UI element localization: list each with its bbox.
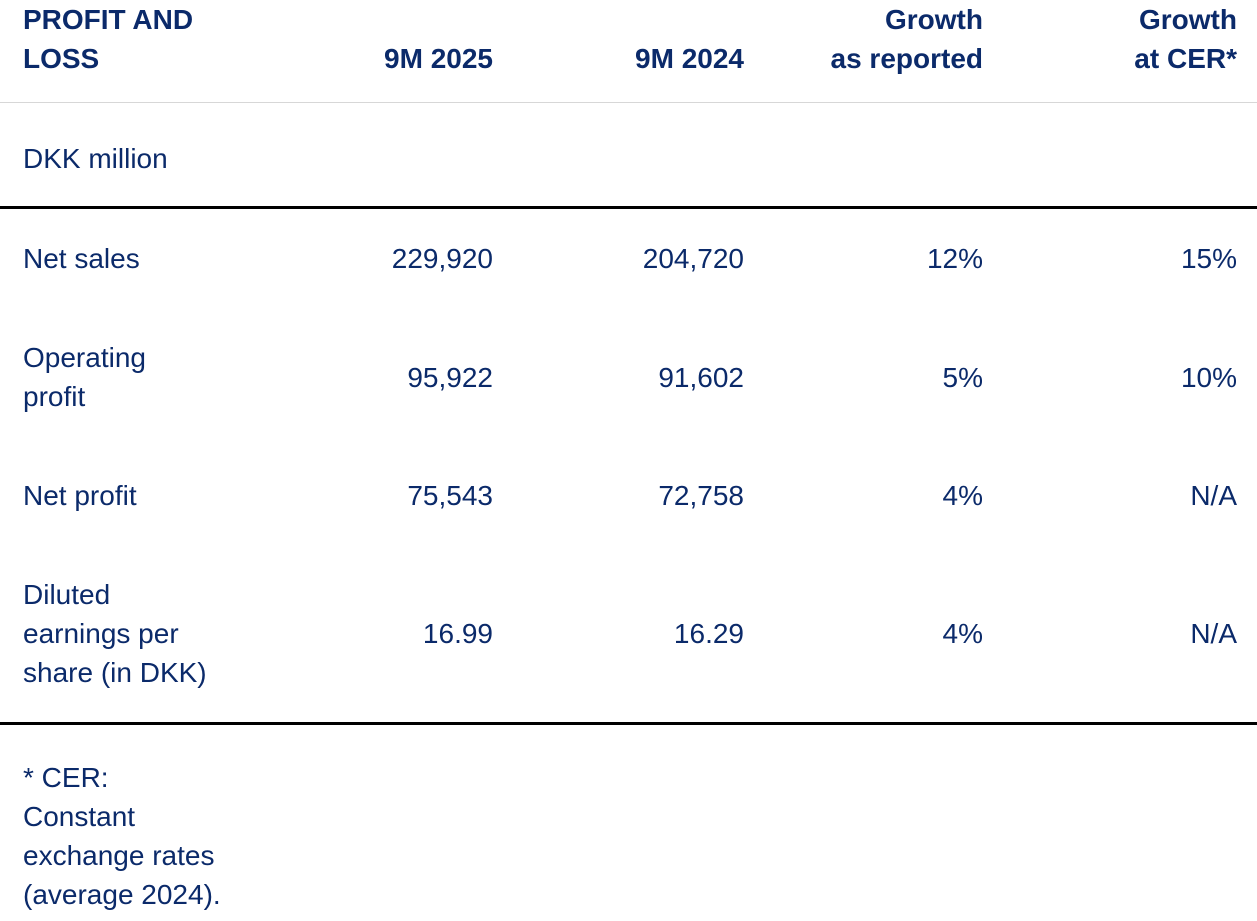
value-growth-at-cer: 15% [1180, 243, 1237, 274]
column-header-9m-2025: 9M 2025 [343, 0, 493, 103]
value-9m-2025: 95,922 [407, 361, 493, 393]
table-title: PROFIT AND LOSS [0, 0, 343, 103]
table-row-diluted-eps: Diluted earnings per share (in DKK) 16.9… [0, 545, 1257, 725]
column-header-growth-as-reported: Growth as reported [744, 0, 983, 103]
value-growth-at-cer: 10% [1180, 361, 1237, 393]
table-row-net-profit: Net profit 75,543 72,758 4% N/A [0, 446, 1257, 545]
value-9m-2024: 91,602 [658, 361, 744, 393]
value-9m-2025: 75,543 [407, 480, 493, 511]
value-9m-2024: 204,720 [642, 243, 744, 274]
row-label: Net profit [23, 480, 137, 511]
row-label: Operating profit [23, 342, 146, 412]
value-growth-as-reported: 4% [942, 480, 983, 511]
table-header-row: PROFIT AND LOSS 9M 2025 9M 2024 Growth a… [0, 0, 1257, 103]
unit-label: DKK million [0, 102, 1257, 209]
column-header-9m-2024: 9M 2024 [493, 0, 744, 103]
value-growth-as-reported: 4% [744, 545, 983, 725]
value-growth-as-reported: 12% [926, 243, 983, 274]
value-growth-at-cer: N/A [983, 545, 1257, 725]
value-9m-2025: 16.99 [343, 545, 493, 725]
table-row-operating-profit: Operating profit 95,922 91,602 5% 10% [0, 308, 1257, 446]
profit-and-loss-table: PROFIT AND LOSS 9M 2025 9M 2024 Growth a… [0, 0, 1257, 725]
value-9m-2024: 16.29 [493, 545, 744, 725]
value-9m-2024: 72,758 [658, 480, 744, 511]
cer-footnote: * CER: Constant exchange rates (average … [23, 762, 221, 910]
table-row-net-sales: Net sales 229,920 204,720 12% 15% [0, 208, 1257, 309]
column-header-growth-at-cer: Growth at CER* [983, 0, 1257, 103]
row-label: Net sales [23, 243, 140, 274]
value-9m-2025: 229,920 [391, 243, 493, 274]
value-growth-at-cer: N/A [1190, 480, 1237, 511]
unit-row: DKK million [0, 102, 1257, 209]
row-label: Diluted earnings per share (in DKK) [0, 545, 343, 725]
value-growth-as-reported: 5% [942, 361, 983, 393]
